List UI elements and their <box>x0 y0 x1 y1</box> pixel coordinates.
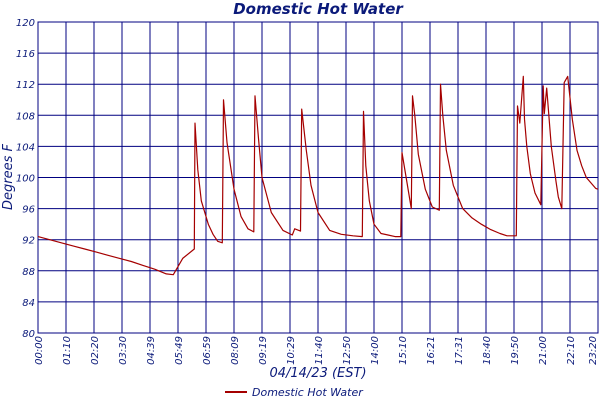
x-tick-label: 04:39 <box>146 336 157 365</box>
y-tick-label: 108 <box>16 111 35 122</box>
series-group <box>37 75 599 276</box>
y-axis-label: Degrees F <box>1 143 16 210</box>
x-tick-label: 01:10 <box>62 336 73 365</box>
y-tick-label: 120 <box>16 18 35 29</box>
x-tick-label: 18:40 <box>482 336 493 365</box>
x-tick-label: 02:20 <box>90 336 101 365</box>
x-tick-label: 00:00 <box>34 336 45 365</box>
x-tick-label: 14:00 <box>370 336 381 365</box>
grid-lines <box>38 22 598 333</box>
x-tick-label: 17:31 <box>454 336 465 365</box>
x-tick-label: 06:59 <box>202 336 213 365</box>
y-tick-label: 92 <box>22 236 35 247</box>
y-tick-label: 112 <box>16 80 35 91</box>
legend-label: Domestic Hot Water <box>252 386 364 399</box>
x-tick-label: 05:49 <box>174 336 185 365</box>
chart-title: Domestic Hot Water <box>233 0 404 18</box>
x-tick-labels: 00:00 01:10 02:20 03:30 04:39 05:49 06:59 08:09… <box>34 336 599 365</box>
y-tick-labels: 80 84 88 92 96 100 104 108 112 116 120 <box>16 18 35 340</box>
x-tick-label: 12:50 <box>342 336 353 365</box>
x-tick-label: 16:21 <box>426 336 437 365</box>
x-tick-label: 10:29 <box>286 336 297 365</box>
x-tick-label: 08:09 <box>230 336 241 365</box>
x-tick-label: 19:50 <box>510 336 521 365</box>
x-tick-label: 03:30 <box>118 336 129 365</box>
x-tick-label: 09:19 <box>258 336 269 365</box>
x-tick-label: 22:10 <box>566 336 577 365</box>
y-tick-label: 100 <box>16 174 35 185</box>
x-tick-label: 11:40 <box>314 336 325 365</box>
legend: Domestic Hot Water <box>225 386 364 399</box>
x-tick-label: 21:00 <box>538 336 549 365</box>
y-tick-label: 104 <box>16 142 35 153</box>
x-tick-label: 23:20 <box>588 336 599 365</box>
y-tick-label: 80 <box>22 329 35 340</box>
y-tick-label: 116 <box>16 49 35 60</box>
y-tick-label: 88 <box>22 267 35 278</box>
x-tick-label: 15:10 <box>398 336 409 365</box>
y-tick-label: 96 <box>22 205 35 216</box>
series-line <box>37 75 599 276</box>
x-axis-label: 04/14/23 (EST) <box>269 366 366 381</box>
y-tick-label: 84 <box>22 298 35 309</box>
